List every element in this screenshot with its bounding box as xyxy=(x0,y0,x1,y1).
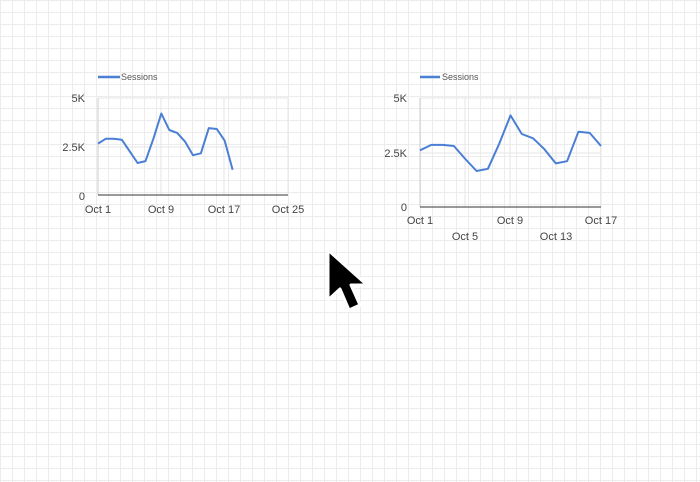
chart-svg-right: Sessions 5K 2.5K 0 Oct 1 Oct 9 Oct 17 Oc… xyxy=(384,72,617,243)
x-tick-label: Oct 1 xyxy=(407,215,433,227)
legend-label: Sessions xyxy=(121,72,158,82)
x-tick-label: Oct 17 xyxy=(585,215,617,227)
arrow-cursor-icon xyxy=(326,248,369,312)
y-tick-label: 2.5K xyxy=(62,142,85,154)
x-tick-label: Oct 9 xyxy=(497,215,523,227)
y-tick-label: 5K xyxy=(394,93,408,105)
x-tick-label: Oct 17 xyxy=(208,204,240,216)
y-tick-label: 5K xyxy=(72,93,86,105)
sessions-time-series-chart-left[interactable]: Sessions 5K 2.5K 0 Oct 1 Oct 9 Oct 17 Oc… xyxy=(62,66,318,226)
chart-svg-left: Sessions 5K 2.5K 0 Oct 1 Oct 9 Oct 17 Oc… xyxy=(62,72,304,216)
sessions-time-series-chart-right[interactable]: Sessions 5K 2.5K 0 Oct 1 Oct 9 Oct 17 Oc… xyxy=(380,66,620,246)
x-tick-label: Oct 1 xyxy=(85,204,111,216)
x-tick-label: Oct 9 xyxy=(148,204,174,216)
legend-label: Sessions xyxy=(442,72,479,82)
sessions-series-line xyxy=(419,114,602,172)
sessions-series-line xyxy=(97,112,234,171)
x-tick-label: Oct 13 xyxy=(540,231,572,243)
y-tick-label: 0 xyxy=(401,202,407,214)
x-tick-label: Oct 5 xyxy=(452,231,478,243)
y-grid xyxy=(98,97,288,148)
x-tick-label: Oct 25 xyxy=(272,204,304,216)
y-tick-label: 2.5K xyxy=(384,148,407,160)
y-tick-label: 0 xyxy=(79,191,85,203)
